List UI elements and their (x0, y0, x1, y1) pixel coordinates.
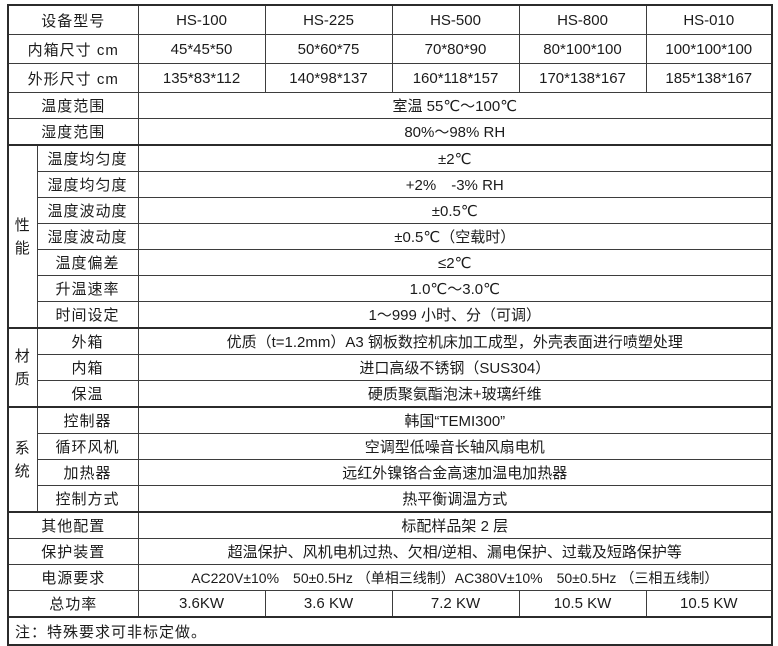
insulation-label: 保温 (36, 380, 139, 408)
row-temp-uniformity: 性能 温度均匀度 ±2℃ (7, 144, 773, 329)
model-cell: HS-225 (264, 4, 393, 35)
insulation-value: 硬质聚氨酯泡沫+玻璃纤维 (137, 380, 773, 408)
model-cell: HS-100 (137, 4, 266, 35)
heater-value: 远红外镍铬合金高速加温电加热器 (137, 459, 773, 486)
model-cell: HS-800 (518, 4, 647, 35)
humidity-fluctuation-label: 湿度波动度 (36, 223, 139, 250)
controller-label: 控制器 (36, 406, 139, 434)
protection-value: 超温保护、风机电机过热、欠相/逆相、漏电保护、过载及短路保护等 (137, 538, 773, 565)
inner-box-value: 进口高级不锈钢（SUS304） (137, 354, 773, 381)
outer-size-cell: 185*138*167 (645, 63, 773, 93)
outer-size-cell: 135*83*112 (137, 63, 266, 93)
power-supply-label: 电源要求 (7, 564, 139, 591)
inner-size-cell: 45*45*50 (137, 34, 266, 64)
other-config-value: 标配样品架 2 层 (137, 511, 773, 539)
power-supply-value: AC220V±10% 50±0.5Hz （单相三线制）AC380V±10% 50… (137, 564, 773, 591)
equipment-spec-table: 设备型号 HS-100 HS-225 HS-500 HS-800 HS-010 … (7, 4, 774, 646)
outer-size-cell: 170*138*167 (518, 63, 647, 93)
note-text: 注：特殊要求可非标定做。 (7, 616, 773, 646)
outer-box-value: 优质（t=1.2mm）A3 钢板数控机床加工成型，外壳表面进行喷塑处理 (137, 327, 773, 355)
outer-box-label: 外箱 (36, 327, 139, 355)
row-power-supply: 电源要求 AC220V±10% 50±0.5Hz （单相三线制）AC380V±1… (7, 564, 773, 591)
temp-deviation-label: 温度偏差 (36, 249, 139, 276)
row-humidity-range: 湿度范围 80%～98% RH (7, 118, 773, 146)
row-temp-deviation: 温度偏差 ≤2℃ (8, 249, 773, 276)
heatup-rate-value: 1.0℃～3.0℃ (137, 275, 773, 302)
row-heatup-rate: 升温速率 1.0℃～3.0℃ (8, 275, 773, 302)
humidity-range-label: 湿度范围 (7, 118, 139, 146)
humidity-range-value: 80%～98% RH (137, 118, 773, 146)
controller-value: 韩国“TEMI300” (137, 406, 773, 434)
inner-size-cell: 80*100*100 (518, 34, 647, 64)
control-method-value: 热平衡调温方式 (137, 485, 773, 513)
total-power-cell: 3.6KW (137, 590, 266, 618)
group-label-performance: 性能 (7, 144, 38, 329)
total-power-cell: 10.5 KW (518, 590, 647, 618)
inner-box-label: 内箱 (36, 354, 139, 381)
timer-setting-value: 1～999 小时、分（可调） (137, 301, 773, 329)
row-humidity-fluctuation: 湿度波动度 ±0.5℃（空载时） (8, 223, 773, 250)
outer-size-label: 外形尺寸 cm (7, 63, 139, 93)
row-heater: 加热器 远红外镍铬合金高速加温电加热器 (8, 459, 773, 486)
other-config-label: 其他配置 (7, 511, 139, 539)
row-timer-setting: 时间设定 1～999 小时、分（可调） (8, 301, 773, 329)
temp-fluctuation-value: ±0.5℃ (137, 197, 773, 224)
model-cell: HS-010 (645, 4, 773, 35)
inner-size-cell: 50*60*75 (264, 34, 393, 64)
model-cell: HS-500 (391, 4, 520, 35)
row-humidity-uniformity: 湿度均匀度 +2% -3% RH (8, 171, 773, 198)
temp-uniformity-value: ±2℃ (137, 144, 773, 172)
inner-size-cell: 100*100*100 (645, 34, 773, 64)
row-temp-range: 温度范围 室温 55℃～100℃ (7, 92, 773, 119)
humidity-fluctuation-value: ±0.5℃（空载时） (137, 223, 773, 250)
temp-range-value: 室温 55℃～100℃ (137, 92, 773, 119)
device-model-label: 设备型号 (7, 4, 139, 35)
outer-size-cell: 160*118*157 (391, 63, 520, 93)
inner-size-label: 内箱尺寸 cm (7, 34, 139, 64)
row-total-power: 总功率 3.6KW 3.6 KW 7.2 KW 10.5 KW 10.5 KW (7, 590, 773, 618)
row-controller: 系统 控制器 韩国“TEMI300” (7, 406, 773, 513)
circulation-fan-label: 循环风机 (36, 433, 139, 460)
row-outer-size: 外形尺寸 cm 135*83*112 140*98*137 160*118*15… (7, 63, 773, 93)
heatup-rate-label: 升温速率 (36, 275, 139, 302)
protection-label: 保护装置 (7, 538, 139, 565)
row-inner-size: 内箱尺寸 cm 45*45*50 50*60*75 70*80*90 80*10… (7, 34, 773, 64)
row-temp-fluctuation: 温度波动度 ±0.5℃ (8, 197, 773, 224)
total-power-cell: 10.5 KW (645, 590, 773, 618)
heater-label: 加热器 (36, 459, 139, 486)
row-control-method: 控制方式 热平衡调温方式 (8, 485, 773, 513)
circulation-fan-value: 空调型低噪音长轴风扇电机 (137, 433, 773, 460)
outer-size-cell: 140*98*137 (264, 63, 393, 93)
temp-deviation-value: ≤2℃ (137, 249, 773, 276)
control-method-label: 控制方式 (36, 485, 139, 513)
row-circulation-fan: 循环风机 空调型低噪音长轴风扇电机 (8, 433, 773, 460)
group-label-material: 材质 (7, 327, 38, 408)
total-power-cell: 3.6 KW (264, 590, 393, 618)
row-protection: 保护装置 超温保护、风机电机过热、欠相/逆相、漏电保护、过载及短路保护等 (7, 538, 773, 565)
row-device-model: 设备型号 HS-100 HS-225 HS-500 HS-800 HS-010 (7, 4, 773, 35)
humidity-uniformity-value: +2% -3% RH (137, 171, 773, 198)
temp-range-label: 温度范围 (7, 92, 139, 119)
temp-fluctuation-label: 温度波动度 (36, 197, 139, 224)
inner-size-cell: 70*80*90 (391, 34, 520, 64)
group-label-system: 系统 (7, 406, 38, 513)
total-power-label: 总功率 (7, 590, 139, 618)
row-outer-box: 材质 外箱 优质（t=1.2mm）A3 钢板数控机床加工成型，外壳表面进行喷塑处… (7, 327, 773, 408)
row-note: 注：特殊要求可非标定做。 (7, 616, 773, 646)
humidity-uniformity-label: 湿度均匀度 (36, 171, 139, 198)
timer-setting-label: 时间设定 (36, 301, 139, 329)
temp-uniformity-label: 温度均匀度 (36, 144, 139, 172)
row-inner-box: 内箱 进口高级不锈钢（SUS304） (8, 354, 773, 381)
row-insulation: 保温 硬质聚氨酯泡沫+玻璃纤维 (8, 380, 773, 408)
row-other-config: 其他配置 标配样品架 2 层 (7, 511, 773, 539)
total-power-cell: 7.2 KW (391, 590, 520, 618)
